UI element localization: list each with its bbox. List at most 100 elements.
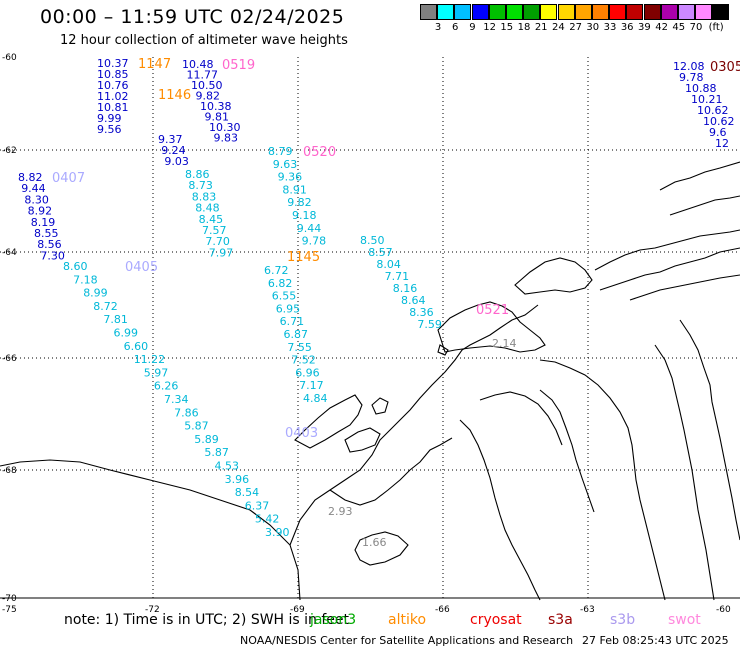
swh-value: 9.36 [278, 171, 303, 184]
pass-time-label: 0521 [476, 303, 509, 318]
swh-value: 8.36 [409, 306, 434, 319]
swh-value: 10.62 [697, 104, 729, 117]
colorbar-swatch [454, 4, 472, 20]
legend-cryosat: cryosat [470, 612, 522, 628]
colorbar-label: 45 [672, 22, 686, 33]
swh-value: 9.18 [292, 209, 317, 222]
colorbar-swatch [643, 4, 661, 20]
swh-value: 10.50 [191, 79, 223, 92]
swh-value: 9.82 [287, 196, 312, 209]
colorbar-swatch [420, 4, 437, 20]
swh-value: 8.45 [199, 213, 224, 226]
swh-value: 5.87 [204, 446, 229, 459]
swh-value: 9.6 [709, 126, 727, 139]
lon-label: -63 [580, 605, 595, 615]
legend-s3b: s3b [610, 612, 636, 628]
swh-value: 8.72 [93, 300, 118, 313]
lon-label: -75 [2, 605, 17, 615]
pass-time-label: 0519 [222, 58, 255, 73]
pass-time-label: 0305 [710, 60, 740, 75]
colorbar-label: 6 [452, 22, 459, 33]
swh-value: 6.87 [284, 328, 309, 341]
swh-value: 8.86 [185, 168, 210, 181]
swh-value: 8.92 [28, 205, 52, 218]
lat-label: -64 [2, 248, 17, 258]
colorbar-swatch [660, 4, 678, 20]
swh-value: 6.71 [280, 315, 305, 328]
swh-value: 8.82 [18, 171, 43, 184]
pass-time-label: 1145 [287, 250, 320, 265]
lat-label: -70 [2, 594, 17, 604]
swh-value: 9.44 [21, 182, 46, 195]
map-title: 00:00 – 11:59 UTC 02/24/2025 [40, 6, 345, 28]
swh-value: 9.44 [297, 222, 322, 235]
swh-value: 6.26 [154, 380, 179, 393]
swh-value: 8.54 [235, 486, 260, 499]
colorbar-swatch [471, 4, 489, 20]
swh-value: 6.99 [114, 327, 139, 340]
colorbar-label: 39 [638, 22, 651, 33]
colorbar-label: 27 [569, 22, 582, 33]
colorbar-swatch [592, 4, 609, 20]
swh-value: 7.70 [205, 235, 230, 248]
generation-timestamp: 27 Feb 08:25:43 UTC 2025 [582, 634, 729, 647]
swh-value: 2.14 [492, 337, 517, 350]
swh-value: 8.56 [37, 238, 62, 251]
swh-value: 10.81 [97, 101, 129, 114]
colorbar-label: 21 [534, 22, 548, 33]
swh-value: 8.19 [31, 216, 56, 229]
swh-value: 7.81 [103, 313, 128, 326]
swh-value: 6.72 [264, 264, 289, 277]
lat-label: -60 [2, 53, 17, 63]
swh-value: 8.04 [376, 258, 401, 271]
swh-value: 9.56 [97, 123, 122, 136]
swh-value: 7.52 [291, 354, 316, 367]
swh-value: 10.85 [97, 68, 129, 81]
swh-value: 8.50 [360, 234, 385, 247]
legend-s3a: s3a [548, 612, 573, 628]
single-readings: 2.14 2.93 1.66 0403 [285, 337, 517, 549]
swh-value: 6.82 [268, 277, 293, 290]
colorbar-label: 30 [586, 22, 600, 33]
pass-time-label: 1146 [158, 88, 191, 103]
swh-value: 10.76 [97, 79, 129, 92]
swh-value: 6.96 [295, 366, 320, 379]
colorbar-label: 18 [517, 22, 531, 33]
colorbar-swatch [437, 4, 455, 20]
swh-value: 9.99 [97, 112, 122, 125]
map-subtitle: 12 hour collection of altimeter wave hei… [60, 33, 348, 48]
swh-value: 8.48 [195, 202, 220, 215]
swh-value: 10.62 [703, 115, 735, 128]
lon-label: -66 [435, 605, 450, 615]
swh-value: 2.93 [328, 505, 353, 518]
swh-value: 11.22 [134, 353, 166, 366]
swh-value: 8.60 [63, 260, 88, 273]
colorbar-swatch [678, 4, 695, 20]
swh-value: 9.78 [679, 71, 704, 84]
swh-value: 7.18 [73, 273, 98, 286]
swh-value: 5.42 [255, 513, 280, 526]
swh-value: 4.84 [303, 392, 328, 405]
swh-value: 6.60 [124, 340, 149, 353]
lat-label: -62 [2, 146, 17, 156]
lat-label: -68 [2, 466, 17, 476]
swh-value: 4.53 [215, 460, 240, 473]
colorbar-label: 70 [689, 22, 703, 33]
swh-value: 11.02 [97, 90, 129, 103]
colorbar-label: 42 [655, 22, 668, 33]
swh-value: 8.79 [268, 145, 293, 158]
lon-label: -60 [716, 605, 731, 615]
pass-time-label: 0403 [285, 426, 318, 441]
graticule: -60 -62 -64 -66 -68 -70-75 -72 -69 -66 -63 -60 [0, 53, 740, 615]
swh-value: 5.89 [194, 433, 219, 446]
swh-value: 7.59 [417, 318, 442, 331]
coastline [0, 161, 740, 601]
swh-value: 7.71 [385, 270, 410, 283]
swh-value: 6.55 [272, 290, 297, 303]
swh-value: 12.08 [673, 60, 705, 73]
lon-label: -69 [290, 605, 305, 615]
colorbar-label: 3 [434, 22, 442, 33]
colorbar-swatch [523, 4, 541, 20]
legend-altiko: altiko [388, 612, 427, 628]
